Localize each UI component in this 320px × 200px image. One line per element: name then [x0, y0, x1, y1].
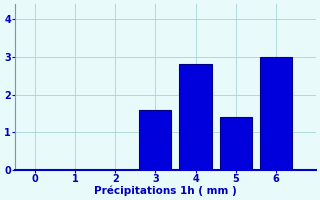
Bar — [220, 117, 252, 170]
Bar — [260, 57, 292, 170]
Bar — [140, 110, 172, 170]
X-axis label: Précipitations 1h ( mm ): Précipitations 1h ( mm ) — [94, 185, 237, 196]
Bar — [180, 64, 212, 170]
